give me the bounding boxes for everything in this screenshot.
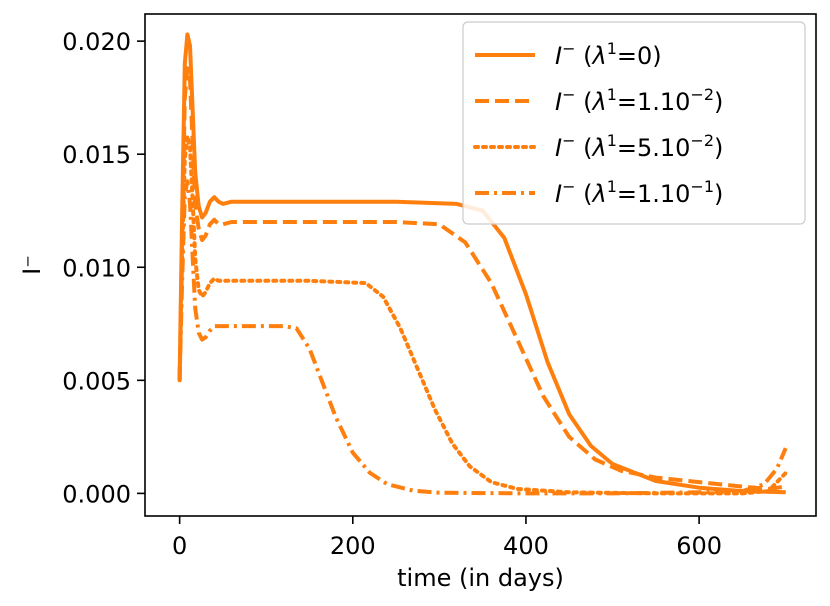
legend-label-4: I− (λ1=1.10−1) xyxy=(555,177,723,208)
series-layer xyxy=(177,32,788,496)
y-tick-label: 0.020 xyxy=(62,28,131,56)
x-tick-label: 0 xyxy=(172,532,187,560)
series-line-2 xyxy=(177,66,786,491)
x-tick-label: 200 xyxy=(330,532,376,560)
legend-label-2: I− (λ1=1.10−2) xyxy=(555,85,723,116)
x-axis-label: time (in days) xyxy=(397,564,564,592)
legend-label-1: I− (λ1=0) xyxy=(555,39,662,70)
y-tick-label: 0.000 xyxy=(62,480,131,508)
series-line-4 xyxy=(177,179,788,496)
x-axis-ticks: 0 200 400 600 xyxy=(172,516,722,560)
y-axis-ticks: 0.000 0.005 0.010 0.015 0.020 xyxy=(62,28,145,508)
x-tick-label: 600 xyxy=(676,532,722,560)
y-axis-label: I⁻ xyxy=(18,255,46,275)
y-tick-label: 0.010 xyxy=(62,254,131,282)
legend-label-3: I− (λ1=5.10−2) xyxy=(555,131,723,162)
plot-frame xyxy=(144,13,817,517)
x-tick-label: 400 xyxy=(503,532,549,560)
series-line-3 xyxy=(177,134,788,496)
legend: I− (λ1=0) I− (λ1=1.10−2) I− (λ1=5.10−2) I− … xyxy=(462,21,806,225)
legend-box xyxy=(462,21,806,225)
y-tick-label: 0.005 xyxy=(62,367,131,395)
y-tick-label: 0.015 xyxy=(62,141,131,169)
